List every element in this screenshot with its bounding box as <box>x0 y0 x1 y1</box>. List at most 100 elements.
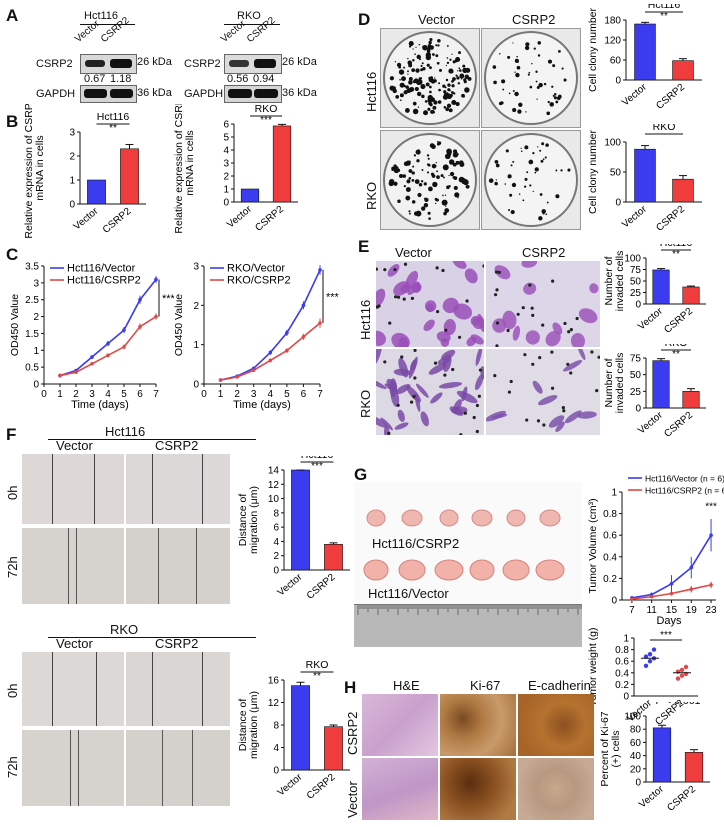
panel-letter-c: C <box>6 245 19 264</box>
chart-d-hct116: 0 60 120 180 Cell clony number Vector CSRP2 Hct… <box>587 4 702 112</box>
group-title: RKO <box>110 622 139 637</box>
x-tick-label: CSRP2 <box>101 206 134 236</box>
photo-label: Hct116/Vector <box>368 586 449 601</box>
kda-label: 36 kDa <box>282 87 317 99</box>
row-label: RKO <box>364 181 379 210</box>
data-point <box>138 297 142 302</box>
data-point <box>268 358 273 363</box>
histology-image <box>440 758 516 820</box>
x-axis-label: Time (days) <box>233 399 291 411</box>
panel-letter-h: H <box>344 678 357 697</box>
y-axis-label: Number of <box>603 358 615 407</box>
y-tick-label: 180 <box>604 16 621 27</box>
y-tick-label: 100 <box>604 138 621 149</box>
data-point <box>138 324 142 329</box>
chart-title: RKO <box>653 124 676 133</box>
significance-label: ** <box>672 249 680 260</box>
data-point <box>301 335 306 339</box>
y-tick-label: 25 <box>630 288 642 299</box>
data-point <box>318 321 322 325</box>
y-tick-label: 4 <box>273 537 279 548</box>
bar <box>682 391 700 409</box>
colony-plate-image <box>380 28 480 128</box>
bar <box>324 726 343 771</box>
y-axis-label: Tumor Volume (cm³) <box>587 498 599 593</box>
chart-title: RKO <box>255 104 278 115</box>
x-tick-label: CSRP2 <box>654 82 687 112</box>
y-axis-label: Relative expression of CSRP2 <box>23 104 35 239</box>
x-tick-label: 15 <box>666 605 678 616</box>
significance-label: ** <box>660 11 668 22</box>
y-tick-label: 1 <box>623 634 629 645</box>
kda-label: 36 kDa <box>137 87 172 99</box>
y-tick-label: 8 <box>273 721 279 732</box>
chart-g-volume: 0 0.2 0.4 0.6 0.8 1 Tumor Volume (cm³) 7 11 15 19 2… <box>587 474 724 628</box>
x-tick-label: 7 <box>153 389 159 400</box>
y-axis-label: Distance of <box>237 699 249 752</box>
y-tick-label: 50 <box>630 370 642 381</box>
data-point <box>301 303 306 308</box>
y-axis-label: Distance of <box>237 494 249 547</box>
data-point <box>154 277 158 282</box>
x-tick-label: 4 <box>105 389 111 400</box>
row-label: 0h <box>5 485 20 500</box>
row-label: Hct116 <box>358 299 373 340</box>
row-label: 72h <box>5 756 20 778</box>
chart-title: Hct116 <box>301 456 334 461</box>
lane-label: Vector <box>72 18 102 45</box>
chart-title: Hct116 <box>97 111 130 123</box>
x-tick-label: CSRP2 <box>305 572 338 602</box>
y-tick-label: 0 <box>623 692 629 703</box>
y-axis-label: mRNA in cells <box>184 130 196 195</box>
y-tick-label: 3 <box>33 278 39 289</box>
y-axis-label: invaded cells <box>614 251 626 312</box>
y-tick-label: 0 <box>69 200 75 211</box>
y-tick-label: 0.5 <box>25 363 39 374</box>
wound-healing-image <box>22 730 124 806</box>
significance-label: *** <box>260 115 272 126</box>
x-tick-label: 3 <box>89 389 95 400</box>
significance-label: *** <box>162 293 174 305</box>
bar <box>684 751 704 783</box>
kda-label: 26 kDa <box>282 56 317 68</box>
group-title: Hct116 <box>105 424 146 439</box>
colony-plate-image <box>380 130 480 230</box>
kda-label: 26 kDa <box>137 56 172 68</box>
legend-label: RKO/CSRP2 <box>227 275 291 287</box>
data-point <box>683 664 689 670</box>
panel-letter-g: G <box>354 465 368 484</box>
column-label: Vector <box>56 636 93 651</box>
y-tick-label: 0 <box>193 380 199 391</box>
panel-letter-f: F <box>6 425 17 444</box>
y-tick-label: 1 <box>193 340 199 351</box>
x-tick-label: CSRP2 <box>662 306 695 336</box>
column-label: Vector <box>395 245 432 260</box>
y-tick-label: 1.5 <box>25 329 39 340</box>
panel-letter-b: B <box>6 112 19 131</box>
significance-label: *** <box>705 502 717 513</box>
y-tick-label: 16 <box>268 676 280 687</box>
bar <box>652 269 670 305</box>
wound-healing-image <box>22 528 124 604</box>
x-tick-label: Vector <box>276 571 305 598</box>
photo-label: Hct116/CSRP2 <box>372 536 460 551</box>
y-tick-label: 1 <box>611 488 617 499</box>
x-tick-label: CSRP2 <box>662 410 695 440</box>
y-tick-label: 12 <box>268 480 280 491</box>
data-point <box>649 594 654 599</box>
colony-plate-image <box>481 28 581 128</box>
y-tick-label: 8 <box>273 508 279 519</box>
wound-healing-image <box>126 528 230 604</box>
y-tick-label: 3 <box>223 159 229 170</box>
chart-h-ki67: 0 20 40 60 80 100 Percent of Ki-67 (+) cells Vec… <box>599 702 710 814</box>
data-point <box>689 565 694 570</box>
y-tick-label: 0.4 <box>615 668 629 679</box>
y-tick-label: 100 <box>624 712 641 723</box>
x-tick-label: Vector <box>276 771 305 798</box>
chart-annotation: P < 0.001 <box>655 702 700 707</box>
histology-image <box>518 758 594 820</box>
panel-letter-e: E <box>358 237 370 256</box>
y-tick-label: 1 <box>33 346 39 357</box>
row-label: GAPDH <box>36 88 76 100</box>
